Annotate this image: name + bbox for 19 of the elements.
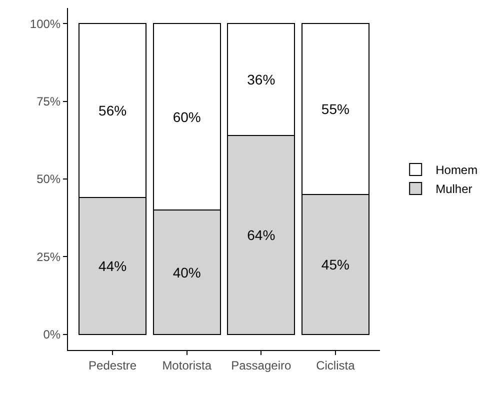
y-tick-label: 0%	[43, 328, 61, 342]
y-tick-label: 100%	[30, 16, 61, 31]
data-label: 44%	[98, 258, 127, 274]
legend-label: Homem	[436, 163, 478, 178]
y-tick-label: 75%	[36, 94, 61, 108]
data-label: 55%	[321, 101, 350, 118]
x-tick-label: Ciclista	[316, 358, 356, 372]
data-label: 64%	[247, 226, 276, 243]
legend-label: Mulher	[436, 182, 472, 196]
x-tick-label: Motorista	[162, 358, 212, 372]
data-label: 56%	[98, 102, 127, 119]
y-tick-label: 50%	[36, 172, 61, 186]
data-label: 40%	[172, 264, 201, 280]
data-label: 36%	[247, 72, 276, 88]
x-tick-label: Passageiro	[231, 358, 292, 372]
x-tick-label: Pedestre	[88, 358, 137, 372]
data-label: 60%	[172, 108, 201, 125]
y-tick-label: 25%	[36, 250, 61, 264]
data-label: 45%	[321, 256, 350, 272]
